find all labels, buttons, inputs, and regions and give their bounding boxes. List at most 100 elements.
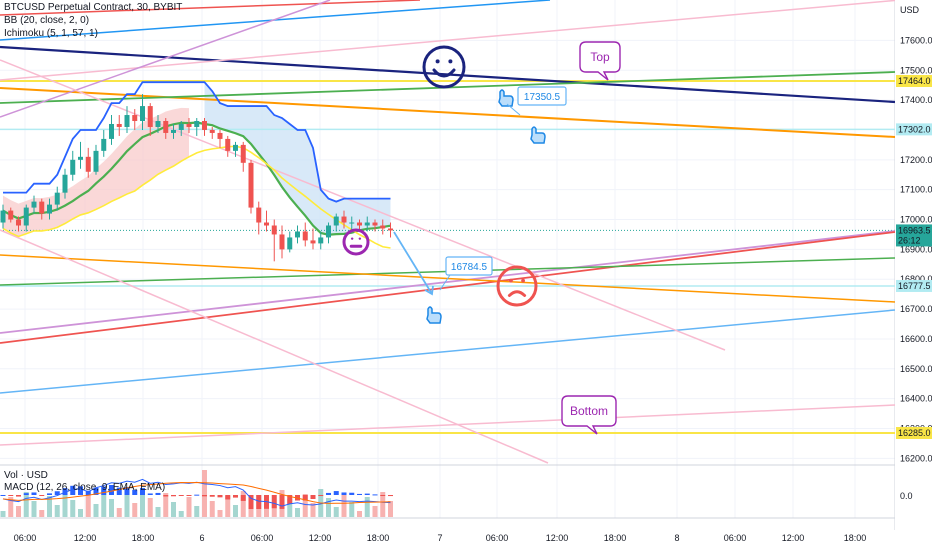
volume-bar xyxy=(163,493,169,517)
volume-bar xyxy=(302,494,308,517)
macd-histogram-bar xyxy=(349,492,355,495)
macd-histogram-bar xyxy=(248,495,254,509)
face-outline xyxy=(422,45,466,89)
macd-histogram-bar xyxy=(186,495,192,496)
price-axis[interactable]: USD 17600.0 17500.0 17400.0 17200.0 17100.0 17… xyxy=(895,0,932,530)
candle-body xyxy=(302,231,308,241)
candle-body xyxy=(0,210,6,223)
candle-body xyxy=(256,207,262,223)
price-axis-marker-text: 16777.5 xyxy=(898,281,931,291)
volume-bar xyxy=(140,489,145,517)
macd-histogram-bar xyxy=(39,495,45,496)
macd-histogram-bar xyxy=(155,492,161,495)
candle-body xyxy=(326,225,331,238)
macd-histogram-bar xyxy=(31,492,37,495)
volume-bar xyxy=(124,494,130,517)
volume-bar xyxy=(47,496,52,517)
time-tick-label: 12:00 xyxy=(546,533,569,543)
ichimoku-legend[interactable]: Ichimoku (5, 1, 57, 1) xyxy=(4,28,98,39)
candle-body xyxy=(209,129,215,133)
volume-bar xyxy=(209,501,215,517)
price-callout-box xyxy=(517,86,567,106)
price-callout-text: 16784.5 xyxy=(451,262,488,273)
volume-bar xyxy=(357,511,362,517)
candle-body xyxy=(217,132,223,139)
candle-body xyxy=(8,210,14,220)
happy-face-drawing xyxy=(422,45,466,89)
speech-bubble xyxy=(579,41,621,81)
volume-bar xyxy=(271,504,277,517)
macd-histogram-bar xyxy=(256,495,262,509)
macd-histogram-bar xyxy=(333,491,339,495)
macd-histogram-bar xyxy=(62,488,68,495)
candle-body xyxy=(349,222,355,224)
price-axis-marker xyxy=(896,279,932,292)
grid xyxy=(0,0,932,530)
hand-icon xyxy=(530,126,546,144)
macd-histogram-bar xyxy=(132,489,138,495)
bb-legend[interactable]: BB (20, close, 2, 0) xyxy=(4,15,90,26)
time-tick-label: 18:00 xyxy=(844,533,867,543)
face-eye xyxy=(448,59,453,64)
volume-legend[interactable]: Vol · USD xyxy=(4,470,48,481)
volume-bar xyxy=(178,511,184,517)
face-eye xyxy=(521,278,525,283)
time-tick-label: 06:00 xyxy=(251,533,274,543)
candle-body xyxy=(287,237,293,250)
trend-line xyxy=(0,0,421,16)
symbol-legend[interactable]: BTCUSD Perpetual Contract, 30, BYBIT xyxy=(4,2,183,13)
drawings[interactable]: 17350.5 16784.5 Top Bottom xyxy=(342,41,621,435)
candle-body xyxy=(85,156,91,172)
face-eye xyxy=(435,59,440,64)
macd-histogram-bar xyxy=(341,492,347,495)
trendlines[interactable] xyxy=(0,0,901,464)
candle-body xyxy=(109,123,114,139)
macd-histogram-bar xyxy=(23,493,29,495)
candle-body xyxy=(16,219,21,226)
hand-pointer-icon xyxy=(530,126,546,144)
candle-body xyxy=(310,240,316,244)
candle-body xyxy=(240,144,246,163)
candle-body xyxy=(388,228,393,231)
price-axis-unit: USD xyxy=(900,5,920,15)
volume-bar xyxy=(39,510,45,517)
volume-bar xyxy=(217,510,223,517)
candle-body xyxy=(124,115,130,127)
candle-body xyxy=(225,138,231,151)
hand-icon xyxy=(498,89,514,107)
time-tick-label: 7 xyxy=(437,533,442,543)
volume-bar xyxy=(341,493,347,517)
cloud-bullish xyxy=(204,82,391,235)
time-tick-label: 06:00 xyxy=(724,533,747,543)
volume-bar xyxy=(194,506,200,517)
candle-body xyxy=(39,201,45,214)
volume-bar xyxy=(0,511,6,517)
macd-histogram-bar xyxy=(388,495,393,497)
volume-bar xyxy=(233,505,238,517)
candlesticks xyxy=(0,94,393,262)
ichimoku-base-line xyxy=(2,145,391,249)
price-callout-text: 17350.5 xyxy=(524,92,561,103)
face-eye xyxy=(358,237,362,240)
time-tick-label: 18:00 xyxy=(604,533,627,543)
candle-body xyxy=(93,150,99,172)
macd-histogram-bar xyxy=(109,485,114,495)
price-tick-label: 16900.0 xyxy=(900,244,932,254)
candle-body xyxy=(271,225,277,235)
macd-histogram-bar xyxy=(302,495,308,501)
volume-bar xyxy=(147,498,153,517)
price-label-lower: 16784.5 xyxy=(445,256,493,276)
trend-line xyxy=(0,309,896,394)
macd-histogram-bar xyxy=(202,495,207,497)
volume-bar xyxy=(31,501,37,517)
macd-histogram-bar xyxy=(16,495,21,497)
volume-bar xyxy=(109,499,114,517)
sad-face-drawing xyxy=(496,265,538,307)
price-label-upper: 17350.5 xyxy=(517,86,567,106)
volume-bar xyxy=(78,509,83,517)
volume-bar xyxy=(93,504,99,517)
time-tick-label: 12:00 xyxy=(74,533,97,543)
time-axis[interactable]: 06:00 12:00 18:00 6 06:00 12:00 18:00 7 06:00 12:… xyxy=(14,533,867,543)
macd-legend[interactable]: MACD (12, 26, close, 9, EMA, EMA) xyxy=(4,482,166,493)
